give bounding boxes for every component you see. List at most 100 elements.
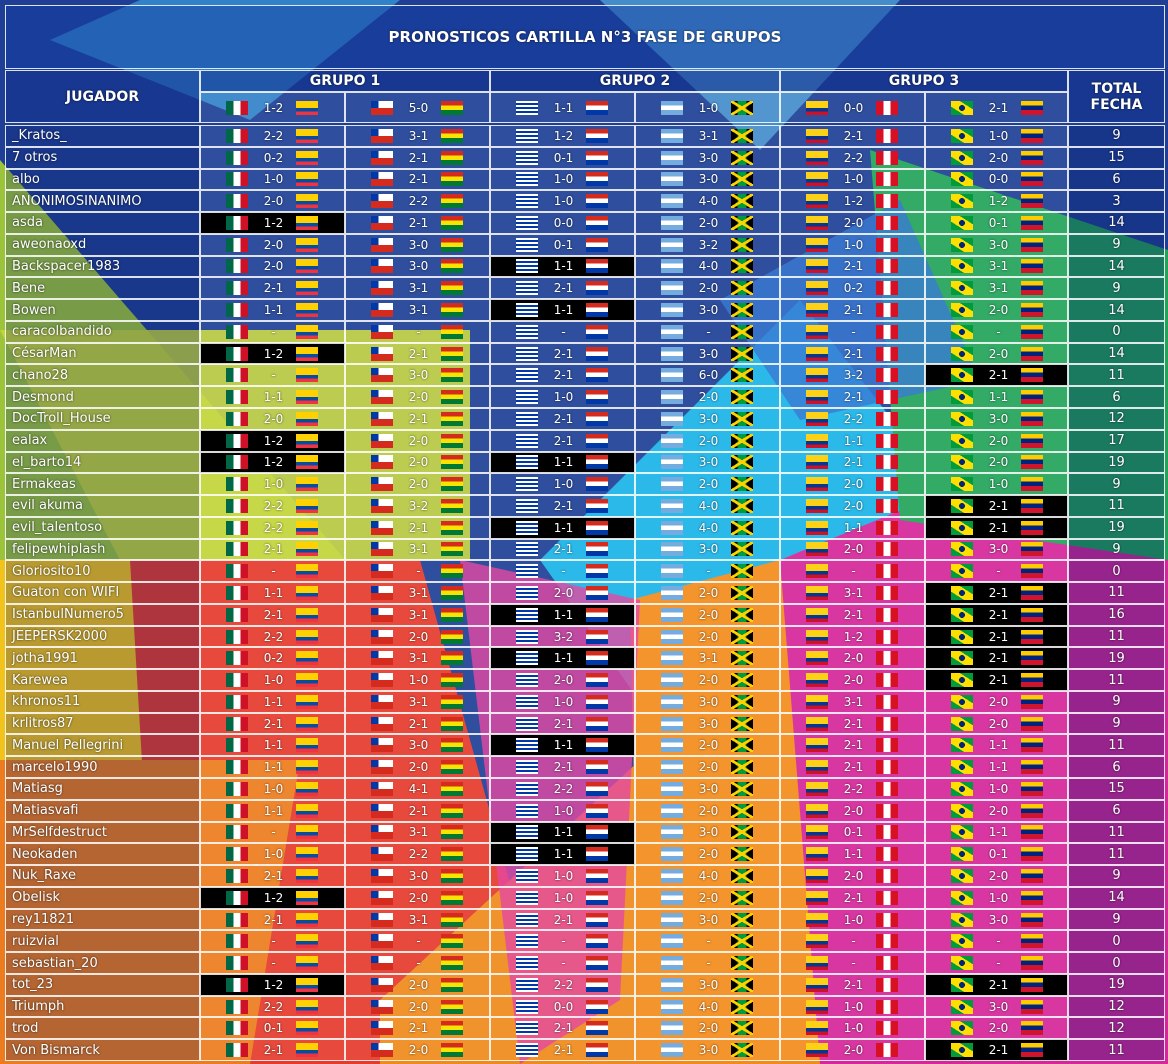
score-cell: 1-2	[200, 212, 345, 234]
score: 1-2	[263, 890, 284, 905]
flag	[661, 825, 683, 840]
score: 2-1	[408, 172, 429, 187]
score-cell: 1-1	[200, 734, 345, 757]
score: 2-0	[988, 455, 1009, 470]
flag	[586, 411, 608, 426]
flag	[441, 868, 463, 883]
score: 1-1	[843, 433, 864, 448]
total: 3	[1068, 190, 1165, 213]
score-cell: 3-0	[635, 407, 780, 430]
flag	[586, 324, 608, 339]
flag	[951, 324, 973, 339]
flag	[586, 455, 608, 470]
flag	[226, 651, 248, 666]
flag	[806, 128, 828, 143]
flag	[371, 716, 393, 731]
score-cell: 2-1	[780, 255, 925, 278]
score-cell: 2-1	[780, 886, 925, 909]
score: 2-1	[988, 629, 1009, 644]
score: 1-0	[553, 390, 574, 405]
score: 1-0	[263, 847, 284, 862]
score: 0-1	[263, 1021, 284, 1036]
score: 1-0	[988, 477, 1009, 492]
score-cell: 3-1	[345, 299, 490, 321]
score: 2-1	[553, 542, 574, 557]
score-cell: 2-1	[925, 1039, 1068, 1061]
flag	[516, 716, 538, 731]
player-name: Bowen	[5, 299, 200, 321]
score-cell: 2-0	[635, 669, 780, 691]
score: 2-0	[988, 716, 1009, 731]
flag	[951, 477, 973, 492]
flag	[441, 977, 463, 992]
total: 0	[1068, 952, 1165, 974]
score: -	[271, 934, 276, 949]
flag	[371, 477, 393, 492]
flag	[516, 912, 538, 927]
score: 2-0	[843, 673, 864, 688]
score: 2-0	[843, 651, 864, 666]
player-name: Ermakeas	[5, 473, 200, 496]
score: 3-0	[698, 411, 719, 426]
score: 3-1	[408, 585, 429, 600]
total: 0	[1068, 320, 1165, 343]
flag	[296, 629, 318, 644]
flag	[951, 912, 973, 927]
flag	[296, 259, 318, 274]
flag	[731, 999, 753, 1014]
player-name: Manuel Pellegrini	[5, 734, 200, 757]
flag	[876, 912, 898, 927]
flag	[441, 390, 463, 405]
score-cell: 1-2	[780, 625, 925, 648]
flag	[876, 194, 898, 209]
flag	[661, 390, 683, 405]
flag	[371, 411, 393, 426]
score-cell: 2-2	[200, 516, 345, 539]
flag	[371, 1021, 393, 1036]
score-cell: 2-1	[345, 168, 490, 191]
flag	[371, 368, 393, 383]
flag	[661, 564, 683, 579]
flag	[441, 172, 463, 187]
score-cell: 2-0	[635, 212, 780, 234]
flag	[661, 237, 683, 252]
score-cell: 1-0	[490, 690, 635, 713]
player-name: chano28	[5, 364, 200, 387]
score: 2-0	[263, 237, 284, 252]
score-cell: 2-2	[490, 973, 635, 996]
score: 2-0	[408, 455, 429, 470]
score-cell: 2-1	[780, 342, 925, 365]
flag	[516, 150, 538, 165]
flag	[296, 172, 318, 187]
total: 11	[1068, 364, 1165, 387]
score-cell: 3-1	[635, 647, 780, 670]
total: 9	[1068, 908, 1165, 931]
score-cell: 2-0	[345, 886, 490, 909]
flag	[731, 237, 753, 252]
flag	[516, 172, 538, 187]
score-cell: 0-0	[925, 168, 1068, 191]
flag	[371, 999, 393, 1014]
score: 2-1	[553, 281, 574, 296]
score-cell: 1-0	[200, 669, 345, 691]
flag	[226, 912, 248, 927]
score: 2-1	[553, 1043, 574, 1058]
flag	[586, 977, 608, 992]
flag	[226, 215, 248, 230]
score-cell: -	[345, 930, 490, 953]
flag	[806, 890, 828, 905]
score-cell: 2-0	[200, 190, 345, 213]
flag	[1021, 281, 1043, 296]
flag	[731, 281, 753, 296]
flag	[806, 433, 828, 448]
score-cell: 3-1	[345, 125, 490, 147]
score-cell: -	[345, 952, 490, 974]
score-cell: 1-1	[490, 255, 635, 278]
flag	[661, 607, 683, 622]
score-cell: 2-1	[345, 712, 490, 735]
score: 1-1	[988, 825, 1009, 840]
flag	[731, 411, 753, 426]
flag	[876, 847, 898, 862]
score: 1-1	[843, 520, 864, 535]
score-cell: 2-0	[925, 865, 1068, 887]
